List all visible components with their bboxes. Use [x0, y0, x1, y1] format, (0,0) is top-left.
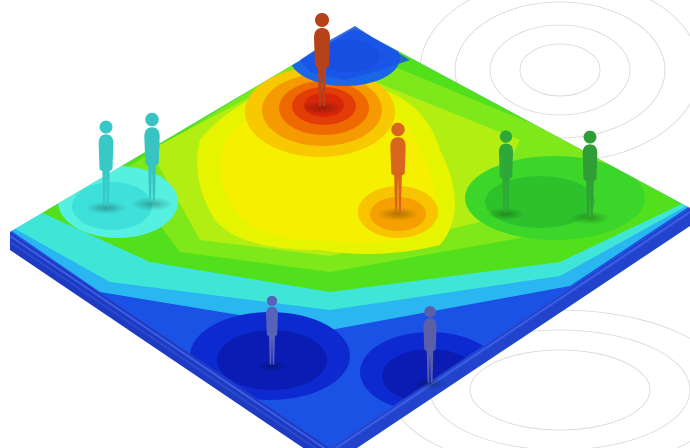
- green-figure-1: [486, 130, 526, 221]
- blue-figure-2: [411, 306, 449, 390]
- cyan-figure-1: [85, 120, 127, 215]
- blue-figure-1: [255, 295, 289, 372]
- orange-figure: [376, 122, 420, 221]
- red-figure: [300, 13, 344, 115]
- people-figures: [85, 13, 611, 390]
- green-figure-2: [569, 130, 611, 225]
- cyan-figure-2: [130, 112, 174, 211]
